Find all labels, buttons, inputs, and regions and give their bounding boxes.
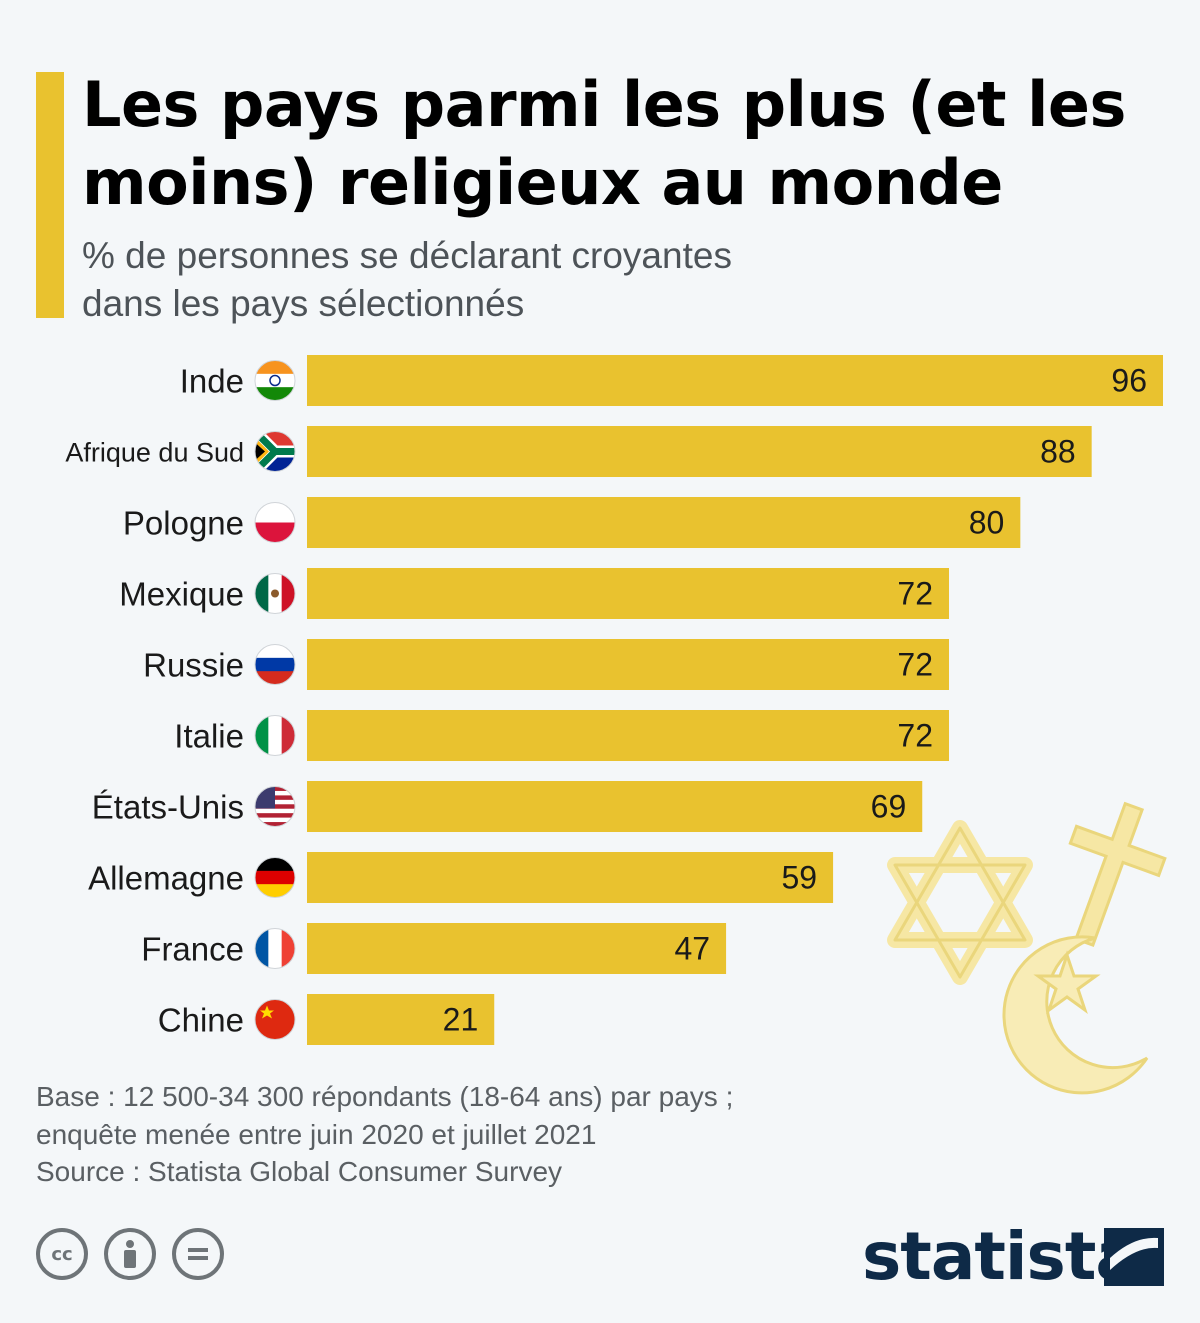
flag-outline <box>254 502 296 543</box>
flag-outline <box>254 715 296 756</box>
subtitle-line-2: dans les pays sélectionnés <box>82 283 525 324</box>
flag-outline <box>254 928 296 969</box>
category-label: Allemagne <box>88 860 244 897</box>
category-label: Chine <box>158 1002 244 1039</box>
nd-icon[interactable] <box>172 1228 224 1280</box>
poland-flag-icon <box>255 502 295 543</box>
category-label: Mexique <box>119 576 244 613</box>
source-note: Source : Statista Global Consumer Survey <box>36 1156 563 1187</box>
bar <box>307 852 834 903</box>
flag-outline <box>254 360 296 401</box>
value-label: 59 <box>781 860 817 896</box>
flag-outline <box>254 999 296 1040</box>
value-label: 72 <box>897 647 933 683</box>
flag-outline <box>254 573 296 614</box>
category-label: France <box>141 931 244 968</box>
star-of-david-icon <box>887 820 1033 985</box>
footnote-line-2: enquête menée entre juin 2020 et juillet… <box>36 1119 597 1150</box>
religious-symbols-decoration <box>887 801 1167 1095</box>
bar <box>307 639 949 690</box>
value-label: 80 <box>969 505 1005 541</box>
bar <box>307 781 923 832</box>
mexico-flag-icon <box>255 573 295 614</box>
category-label: Afrique du Sud <box>65 438 244 468</box>
chart-subtitle: % de personnes se déclarant croyantes da… <box>82 232 982 328</box>
value-label: 47 <box>674 931 710 967</box>
category-label: Inde <box>180 363 244 400</box>
value-label: 88 <box>1040 434 1076 470</box>
category-label: États-Unis <box>92 789 244 826</box>
india-flag-icon <box>255 360 295 401</box>
bar <box>307 497 1021 548</box>
bar <box>307 568 949 619</box>
title-accent-bar <box>36 72 64 318</box>
category-label: Italie <box>174 718 244 755</box>
subtitle-line-1: % de personnes se déclarant croyantes <box>82 235 732 276</box>
footnote: Base : 12 500-34 300 répondants (18-64 a… <box>36 1078 936 1154</box>
bar <box>307 710 949 761</box>
russia-flag-icon <box>255 644 295 685</box>
by-icon[interactable] <box>104 1228 156 1280</box>
footnote-line-1: Base : 12 500-34 300 répondants (18-64 a… <box>36 1081 734 1112</box>
category-label: Russie <box>143 647 244 684</box>
cc-icon[interactable]: cc <box>36 1228 88 1280</box>
bar <box>307 426 1092 477</box>
value-label: 21 <box>443 1002 479 1038</box>
value-label: 72 <box>897 718 933 754</box>
value-label: 96 <box>1111 363 1147 399</box>
china-flag-icon <box>255 999 295 1040</box>
bar <box>307 994 495 1045</box>
italy-flag-icon <box>255 715 295 756</box>
crescent-star-icon <box>1002 935 1149 1095</box>
flag-outline <box>254 857 296 898</box>
bar-chart: 96 Inde 88 Afrique du Sud 80 Pologne 72 Mexique… <box>65 355 1163 1045</box>
cross-icon <box>1068 801 1167 948</box>
value-label: 72 <box>897 576 933 612</box>
chart-title: Les pays parmi les plus (et les moins) r… <box>82 68 1126 219</box>
south-africa-flag-icon <box>255 431 295 472</box>
germany-flag-icon <box>255 857 295 898</box>
france-flag-icon <box>255 928 295 969</box>
bar <box>307 355 1163 406</box>
statista-logo-icon[interactable] <box>1104 1228 1164 1286</box>
flag-outline <box>254 431 296 472</box>
flag-outline <box>254 786 296 827</box>
category-label: Pologne <box>123 505 244 542</box>
license-icons: cc <box>36 1228 224 1280</box>
statista-wordmark[interactable]: statista <box>862 1218 1140 1295</box>
flag-outline <box>254 644 296 685</box>
value-label: 69 <box>871 789 907 825</box>
bar <box>307 923 727 974</box>
